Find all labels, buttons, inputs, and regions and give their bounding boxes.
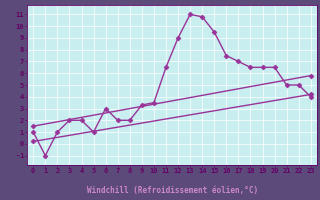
Text: Windchill (Refroidissement éolien,°C): Windchill (Refroidissement éolien,°C) bbox=[87, 186, 258, 196]
